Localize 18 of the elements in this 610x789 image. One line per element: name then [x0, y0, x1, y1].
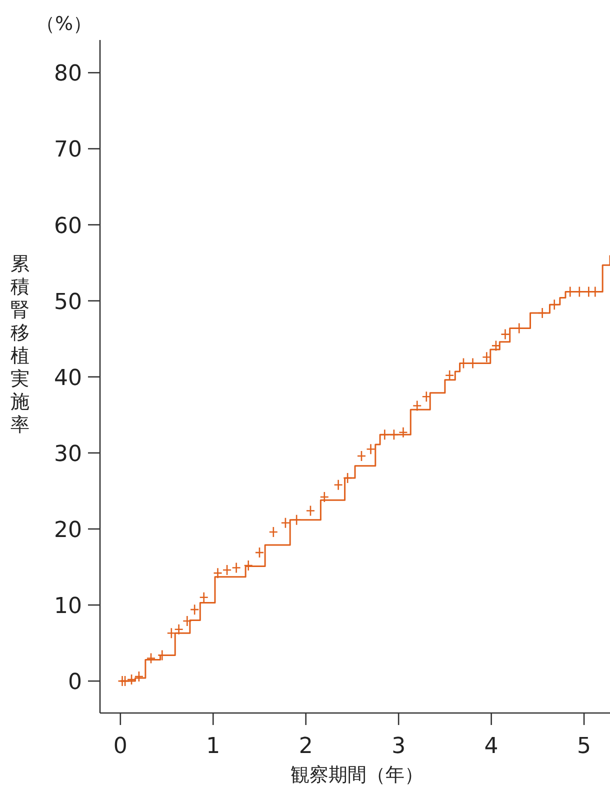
x-tick-label: 3 — [392, 734, 406, 759]
y-axis-title: 累積腎移植実施率 — [10, 253, 30, 436]
y-tick-label: 60 — [54, 214, 82, 239]
text: （%） — [36, 13, 92, 35]
y-tick-label: 80 — [54, 62, 82, 87]
y-tick-label: 70 — [54, 138, 82, 163]
x-tick-label: 5 — [577, 734, 592, 759]
y-tick-label: 40 — [54, 366, 82, 391]
y-tick-label: 20 — [54, 518, 82, 543]
x-tick-label: 4 — [484, 734, 498, 759]
y-tick-label: 0 — [68, 670, 82, 696]
y-tick-label: 30 — [54, 442, 82, 467]
x-tick-label: 1 — [206, 734, 220, 759]
x-tick-label: 2 — [298, 734, 313, 759]
x-axis-title: 観察期間（年） — [290, 764, 424, 786]
y-tick-label: 10 — [54, 594, 82, 620]
x-tick-label: 0 — [113, 734, 128, 759]
y-tick-label: 50 — [54, 290, 82, 315]
